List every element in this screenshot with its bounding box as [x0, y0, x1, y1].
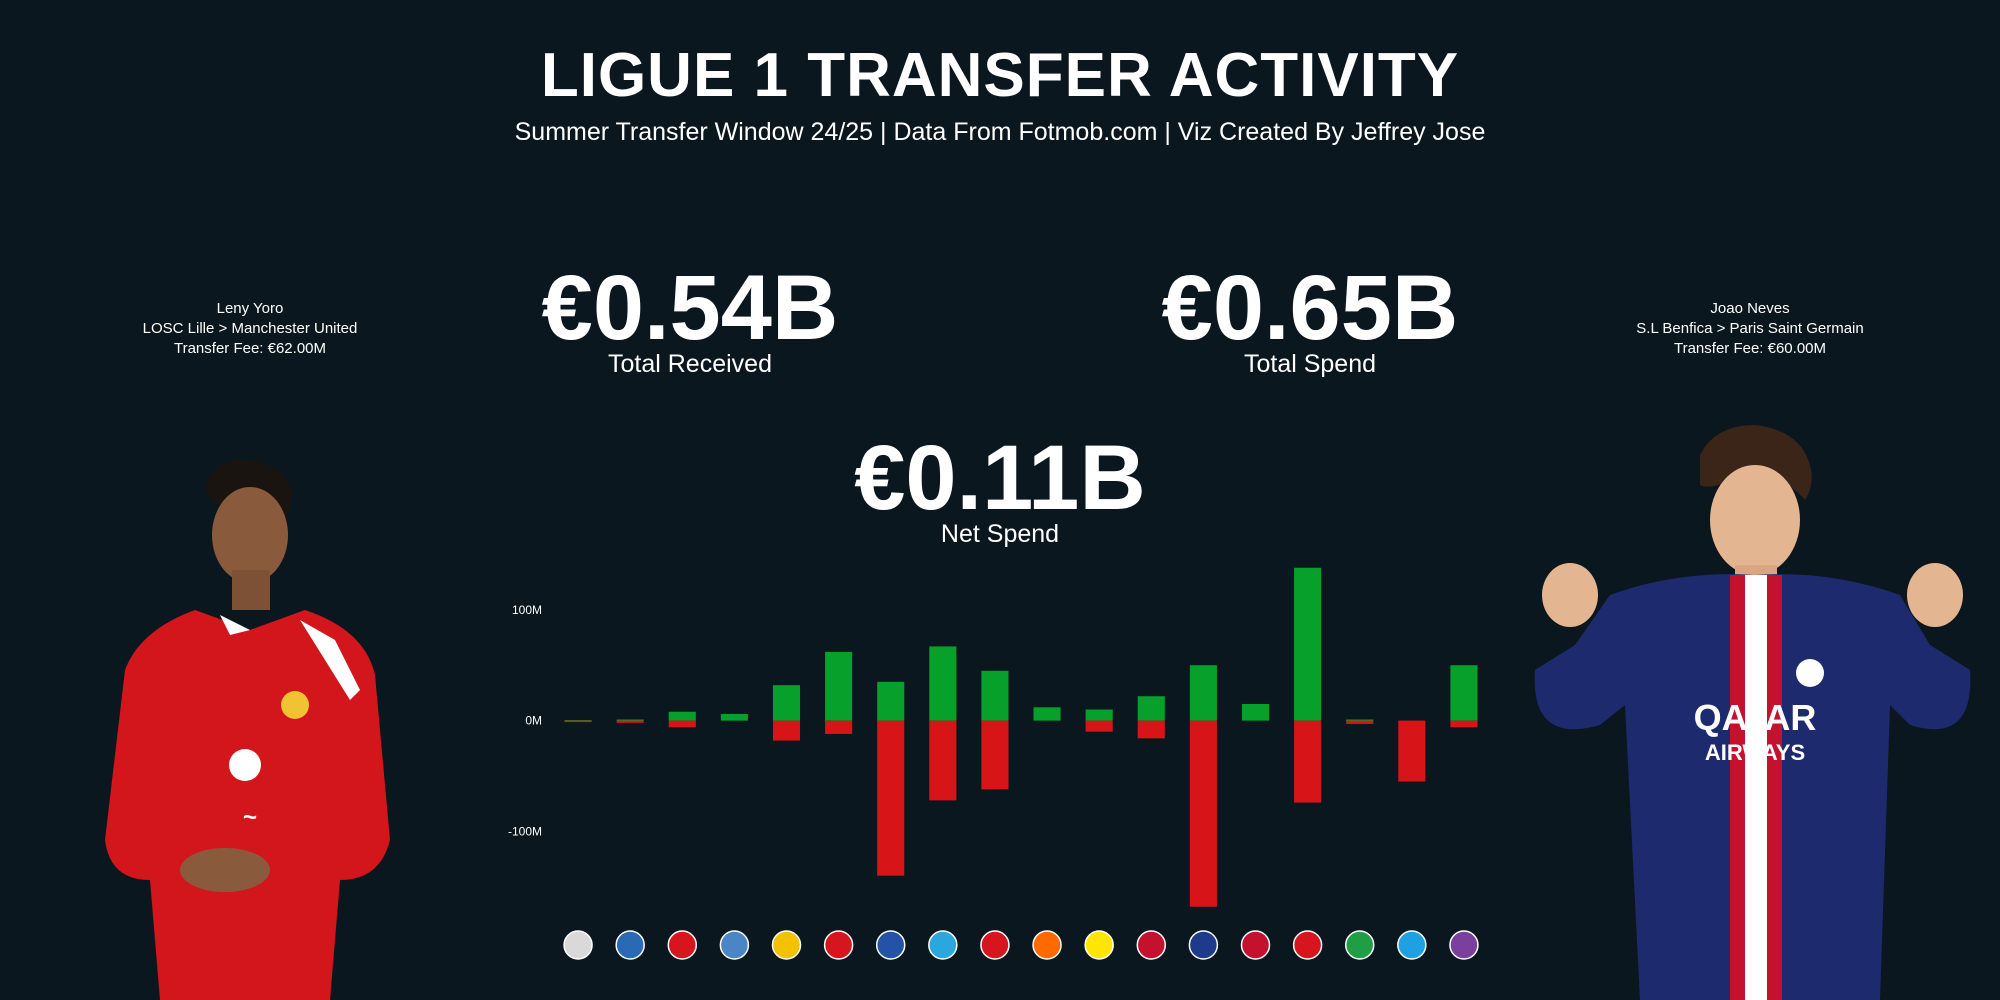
psg-crest-icon: [1188, 930, 1219, 960]
bar-nice-received: [1137, 720, 1165, 739]
y-tick-label: -100M: [508, 824, 542, 838]
svg-text:~: ~: [243, 804, 257, 831]
bar-lille-spend: [825, 651, 853, 721]
total-received-value: €0.54B: [541, 257, 839, 359]
left-player-name: Leny Yoro: [216, 300, 284, 317]
bar-nantes-spend: [1085, 709, 1113, 721]
bar-marseille-received: [929, 720, 957, 801]
bar-reims-spend: [1241, 704, 1270, 721]
saint-etienne-crest-icon: [1344, 930, 1375, 960]
bar-brest-spend: [668, 711, 696, 721]
page-title: LIGUE 1 TRANSFER ACTIVITY: [540, 41, 1460, 110]
total-received-label: Total Received: [608, 350, 772, 378]
left-player-info: Leny Yoro LOSC Lille > Manchester United…: [100, 299, 400, 359]
bars: [564, 567, 1478, 907]
bar-psg-received: [1189, 720, 1217, 907]
bar-lyon-spend: [877, 681, 905, 721]
total-received-stat: €0.54B Total Received: [490, 258, 890, 379]
bar-lens-spend: [772, 685, 801, 721]
bar-auxerre-spend: [616, 719, 644, 722]
svg-text:AIRWAYS: AIRWAYS: [1705, 740, 1805, 765]
net-spend-label: Net Spend: [940, 520, 1060, 548]
monaco-crest-icon: [980, 930, 1010, 960]
strasbourg-crest-icon: [1397, 930, 1427, 960]
nantes-crest-icon: [1084, 930, 1114, 960]
y-tick-label: 100M: [512, 603, 542, 617]
bar-saint-etienne-spend: [1346, 719, 1374, 722]
bar-toulouse-received: [1450, 720, 1478, 728]
montpellier-crest-icon: [1032, 930, 1062, 960]
net-spend-stat: €0.11B Net Spend: [800, 428, 1200, 549]
reims-crest-icon: [1240, 930, 1271, 960]
right-player-name: Joao Neves: [1710, 300, 1790, 317]
bar-lens-received: [772, 720, 801, 741]
page-subtitle: Summer Transfer Window 24/25 | Data From…: [514, 118, 1486, 146]
bar-psg-spend: [1189, 665, 1217, 721]
bar-monaco-spend: [981, 670, 1009, 721]
bar-le-havre-spend: [720, 713, 748, 721]
bar-saint-etienne-received: [1346, 720, 1374, 724]
left-player-route: LOSC Lille > Manchester United: [142, 320, 358, 337]
marseille-crest-icon: [928, 930, 958, 960]
auxerre-crest-icon: [615, 930, 645, 960]
svg-text:QATAR: QATAR: [1694, 697, 1817, 738]
angers-crest-icon: [563, 930, 593, 960]
bar-lyon-received: [877, 720, 905, 876]
bar-marseille-spend: [929, 646, 957, 721]
bar-rennes-received: [1294, 720, 1322, 803]
bar-angers-received: [564, 720, 592, 723]
total-spend-stat: €0.65B Total Spend: [1110, 258, 1510, 379]
brest-crest-icon: [667, 930, 698, 960]
net-spend-value: €0.11B: [854, 427, 1146, 529]
left-player-fee: Transfer Fee: €62.00M: [173, 340, 326, 357]
lyon-crest-icon: [875, 930, 906, 960]
toulouse-crest-icon: [1449, 930, 1479, 960]
bar-strasbourg-received: [1398, 720, 1426, 782]
transfer-bar-chart: 100M 0M -100M: [508, 567, 1479, 960]
y-tick-label: 0M: [525, 714, 542, 728]
bar-monaco-received: [981, 720, 1009, 790]
bar-auxerre-received: [616, 720, 644, 723]
bar-toulouse-spend: [1450, 665, 1478, 721]
right-player-info: Joao Neves S.L Benfica > Paris Saint Ger…: [1600, 299, 1900, 359]
nice-crest-icon: [1136, 930, 1167, 960]
y-axis: 100M 0M -100M: [508, 603, 542, 839]
bar-montpellier-spend: [1033, 707, 1061, 721]
bar-rennes-spend: [1294, 567, 1322, 721]
right-player-route: S.L Benfica > Paris Saint Germain: [1636, 320, 1864, 337]
bar-nice-spend: [1137, 696, 1165, 721]
left-player-photo: ~: [105, 460, 390, 1000]
le-havre-crest-icon: [719, 930, 750, 960]
lille-crest-icon: [823, 930, 854, 960]
lens-crest-icon: [771, 930, 802, 960]
total-spend-label: Total Spend: [1243, 350, 1377, 378]
club-logos: [563, 930, 1479, 960]
bar-nantes-received: [1085, 720, 1113, 732]
bar-brest-received: [668, 720, 696, 728]
bar-lille-received: [825, 720, 853, 734]
right-player-photo: QATAR AIRWAYS: [1534, 425, 1971, 1000]
right-player-fee: Transfer Fee: €60.00M: [1673, 340, 1826, 357]
total-spend-value: €0.65B: [1161, 257, 1459, 359]
rennes-crest-icon: [1292, 930, 1323, 960]
